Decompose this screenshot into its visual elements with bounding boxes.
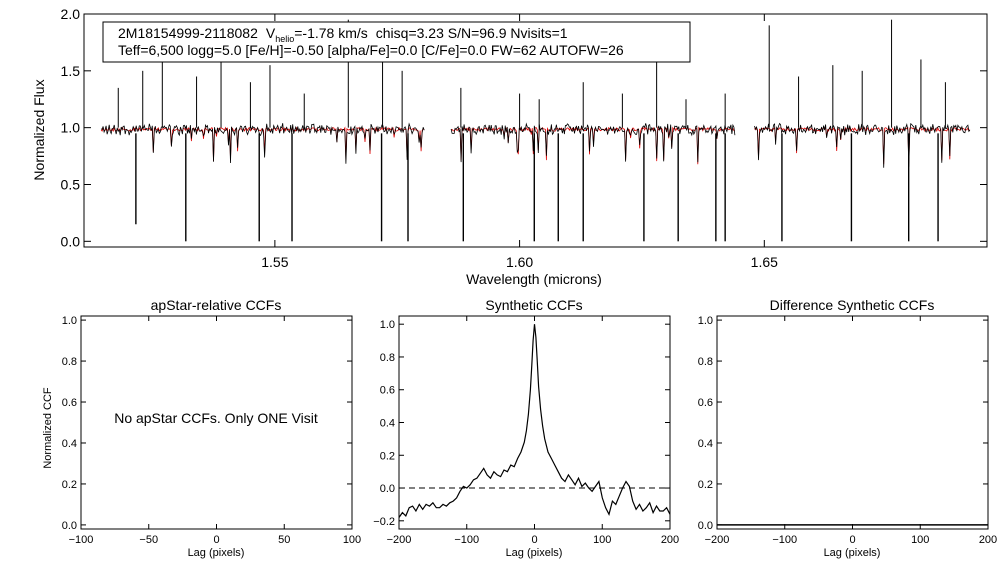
y-tick-label: 1.0: [61, 120, 81, 136]
synthetic-ccf-panel: Synthetic CCFs −200 −100 0 100 200 −0.2 0.0 0.2…: [373, 297, 679, 559]
spectrum-x-axis-title: Wavelength (microns): [466, 271, 602, 287]
apstar-y-axis-title: Normalized CCF: [42, 387, 54, 469]
y-tick-label: 1.0: [380, 319, 395, 331]
y-tick-label: 0.4: [380, 418, 395, 430]
y-tick-label: 0.6: [62, 397, 77, 409]
spectrum-panel: 1.55 1.60 1.65 0.0 0.5 1.0 1.5 2.0 2M18154999-2…: [31, 6, 988, 287]
model-spectrum-line: [100, 126, 425, 162]
x-tick-label: −100: [772, 534, 797, 546]
x-tick-label: 50: [278, 534, 290, 546]
y-tick-label: 0.8: [698, 356, 713, 368]
observed-spectrum-line: [100, 122, 425, 164]
x-tick-label: 0: [849, 534, 855, 546]
y-tick-label: 0.4: [62, 438, 77, 450]
synthetic-x-axis-title: Lag (pixels): [506, 547, 563, 559]
difference-axes-frame: [716, 315, 989, 530]
no-ccf-annotation: No apStar CCFs. Only ONE Visit: [114, 410, 318, 426]
v-helio-symbol: V: [266, 25, 276, 41]
x-tick-label: −200: [387, 534, 412, 546]
synthetic-plot-area: [398, 324, 671, 518]
difference-ccf-title: Difference Synthetic CCFs: [770, 297, 935, 313]
y-tick-label: 1.0: [62, 315, 77, 327]
synthetic-ccf-title: Synthetic CCFs: [485, 297, 582, 313]
y-tick-label: 0.2: [62, 479, 77, 491]
x-tick-label: −100: [69, 534, 94, 546]
observed-spectrum-line: [754, 122, 971, 168]
x-tick-label: 0: [531, 534, 537, 546]
y-tick-label: 0.4: [698, 438, 713, 450]
x-tick-label: 200: [979, 534, 997, 546]
y-tick-label: 0.0: [380, 483, 395, 495]
spectrum-axes-frame: [83, 13, 988, 248]
apstar-x-axis-title: Lag (pixels): [188, 547, 245, 559]
y-tick-label: −0.2: [373, 516, 395, 528]
star-id: 2M18154999-2118082: [118, 25, 258, 41]
x-tick-label: −200: [705, 534, 730, 546]
x-tick-label: 100: [911, 534, 929, 546]
apstar-ticks: −100 −50 0 50 100 0.0 0.2 0.4 0.6 0.8 1.0: [62, 315, 361, 546]
x-tick-label: 1.65: [751, 254, 778, 270]
difference-ccf-panel: Difference Synthetic CCFs −200 −100 0 100 20…: [698, 297, 997, 559]
y-tick-label: 0.8: [380, 352, 395, 364]
apstar-ccf-panel: apStar-relative CCFs −100 −50 0 50 100 0.0 0.2…: [42, 297, 361, 559]
y-tick-label: 0.8: [62, 356, 77, 368]
y-tick-label: 0.5: [61, 176, 81, 192]
y-tick-label: 0.6: [698, 397, 713, 409]
x-tick-label: 100: [593, 534, 611, 546]
x-tick-label: −50: [139, 534, 158, 546]
v-helio-value: =-1.78 km/s: [294, 25, 368, 41]
spectrum-ticks: 1.55 1.60 1.65 0.0 0.5 1.0 1.5 2.0: [61, 6, 987, 270]
y-tick-label: 1.0: [698, 315, 713, 327]
x-tick-label: 0: [213, 534, 219, 546]
apstar-ccf-title: apStar-relative CCFs: [151, 297, 282, 313]
difference-x-axis-title: Lag (pixels): [824, 547, 881, 559]
y-tick-label: 0.0: [62, 520, 77, 532]
observed-spectrum-line: [450, 122, 736, 163]
difference-ticks: −200 −100 0 100 200 0.0 0.2 0.4 0.6 0.8 1.0: [698, 315, 997, 546]
synthetic-ccf-line: [398, 324, 671, 518]
synthetic-axes-frame: [398, 315, 671, 530]
x-tick-label: 1.60: [506, 254, 533, 270]
info-line-2: Teff=6,500 logg=5.0 [Fe/H]=-0.50 [alpha/…: [118, 42, 624, 58]
info-box: 2M18154999-2118082 Vhelio=-1.78 km/s chisq…: [102, 21, 691, 63]
y-tick-label: 0.0: [61, 233, 81, 249]
info-box-frame: [102, 21, 691, 63]
x-tick-label: 200: [661, 534, 679, 546]
x-tick-label: 1.55: [261, 254, 288, 270]
x-tick-label: −100: [454, 534, 479, 546]
y-tick-label: 0.2: [698, 479, 713, 491]
info-line-1: 2M18154999-2118082 Vhelio=-1.78 km/s chisq…: [118, 25, 568, 44]
y-tick-label: 0.0: [698, 520, 713, 532]
y-tick-label: 2.0: [61, 6, 81, 22]
y-tick-label: 0.6: [380, 385, 395, 397]
spectrum-y-axis-title: Normalized Flux: [31, 79, 47, 180]
synthetic-ticks: −200 −100 0 100 200 −0.2 0.0 0.2 0.4 0.6 0.8 1.0: [373, 316, 679, 546]
y-tick-label: 1.5: [61, 63, 81, 79]
fit-stats: chisq=3.23 S/N=96.9 Nvisits=1: [376, 25, 568, 41]
x-tick-label: 100: [343, 534, 361, 546]
y-tick-label: 0.2: [380, 450, 395, 462]
v-helio-subscript: helio: [275, 34, 294, 44]
